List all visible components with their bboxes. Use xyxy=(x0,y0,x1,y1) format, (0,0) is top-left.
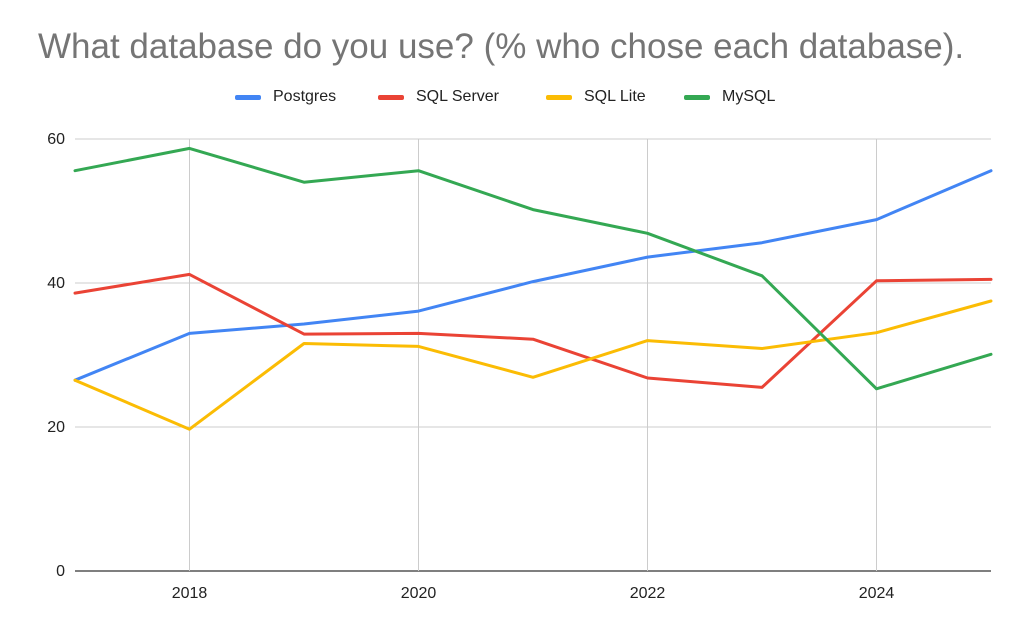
data-point-postgres[interactable] xyxy=(529,278,537,286)
gridlines xyxy=(75,138,991,572)
data-point-sql-lite[interactable] xyxy=(987,297,995,305)
legend-swatch-sql-lite xyxy=(546,94,572,100)
data-point-sql-server[interactable] xyxy=(300,330,308,338)
data-point-sql-lite[interactable] xyxy=(415,342,423,350)
data-point-sql-lite[interactable] xyxy=(300,339,308,347)
data-point-sql-server[interactable] xyxy=(415,329,423,337)
data-point-postgres[interactable] xyxy=(873,216,881,224)
y-axis-ticks: 0 20 40 60 xyxy=(47,131,65,580)
data-point-mysql[interactable] xyxy=(529,206,537,214)
legend-label-postgres: Postgres xyxy=(273,88,337,105)
data-point-sql-server[interactable] xyxy=(987,275,995,283)
data-point-sql-lite[interactable] xyxy=(186,425,194,433)
legend-item-sql-lite[interactable]: SQL Lite xyxy=(546,86,646,108)
y-tick-label: 60 xyxy=(47,131,65,148)
data-point-sql-lite[interactable] xyxy=(758,345,766,353)
data-point-sql-server[interactable] xyxy=(873,277,881,285)
legend-label-sql-lite: SQL Lite xyxy=(584,88,646,105)
data-point-postgres[interactable] xyxy=(186,329,194,337)
series-lines xyxy=(71,144,995,433)
data-point-mysql[interactable] xyxy=(644,229,652,237)
data-point-sql-lite[interactable] xyxy=(873,329,881,337)
y-tick-label: 40 xyxy=(47,275,65,292)
data-point-mysql[interactable] xyxy=(300,178,308,186)
data-point-sql-server[interactable] xyxy=(644,374,652,382)
legend-swatch-sql-server xyxy=(378,94,404,100)
legend-label-sql-server: SQL Server xyxy=(416,88,499,105)
x-tick-label: 2020 xyxy=(401,585,437,602)
data-point-mysql[interactable] xyxy=(186,144,194,152)
legend-swatch-postgres xyxy=(235,94,261,100)
data-point-mysql[interactable] xyxy=(71,167,79,175)
data-point-sql-server[interactable] xyxy=(758,383,766,391)
data-point-sql-server[interactable] xyxy=(529,335,537,343)
series-line-sql-server[interactable] xyxy=(73,272,993,389)
legend-item-sql-server[interactable]: SQL Server xyxy=(378,86,499,108)
x-tick-label: 2022 xyxy=(630,585,666,602)
series-line-mysql[interactable] xyxy=(73,146,993,391)
legend-swatch-mysql xyxy=(684,94,710,100)
y-tick-label: 0 xyxy=(56,563,65,580)
data-point-mysql[interactable] xyxy=(415,167,423,175)
series-line-sql-lite[interactable] xyxy=(73,299,993,431)
legend: Postgres SQL Server SQL Lite MySQL xyxy=(0,86,1024,108)
y-tick-label: 20 xyxy=(47,419,65,436)
legend-item-mysql[interactable]: MySQL xyxy=(684,86,775,108)
legend-item-postgres[interactable]: Postgres xyxy=(235,86,336,108)
data-point-sql-lite[interactable] xyxy=(529,373,537,381)
legend-label-mysql: MySQL xyxy=(722,88,776,105)
x-tick-label: 2018 xyxy=(172,585,208,602)
x-tick-label: 2024 xyxy=(859,585,895,602)
data-point-mysql[interactable] xyxy=(987,350,995,358)
data-point-postgres[interactable] xyxy=(758,239,766,247)
chart-title: What database do you use? (% who chose e… xyxy=(38,27,965,66)
data-point-sql-lite[interactable] xyxy=(71,376,79,384)
data-point-postgres[interactable] xyxy=(987,167,995,175)
x-axis-ticks: 2018 2020 2022 2024 xyxy=(172,585,895,602)
data-point-mysql[interactable] xyxy=(758,272,766,280)
data-point-sql-server[interactable] xyxy=(186,270,194,278)
series-line-postgres[interactable] xyxy=(73,169,993,382)
data-point-postgres[interactable] xyxy=(415,307,423,315)
data-point-postgres[interactable] xyxy=(644,253,652,261)
data-point-sql-server[interactable] xyxy=(71,289,79,297)
data-point-postgres[interactable] xyxy=(300,320,308,328)
data-point-sql-lite[interactable] xyxy=(644,337,652,345)
data-point-mysql[interactable] xyxy=(873,385,881,393)
